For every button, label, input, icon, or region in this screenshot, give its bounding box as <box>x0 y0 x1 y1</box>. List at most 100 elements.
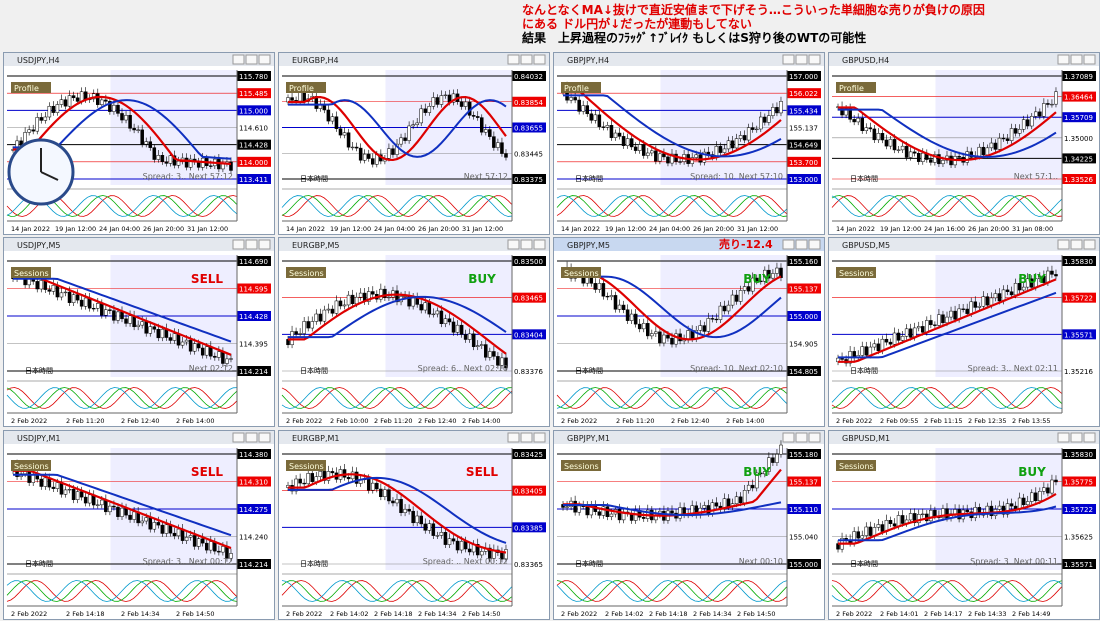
chart-window[interactable]: USDJPY,M5 114.690 114.595 114.428 114.395 114… <box>3 237 275 427</box>
candle <box>188 339 193 352</box>
candle <box>779 101 783 114</box>
chart-window[interactable]: GBPJPY,M1 155.180 155.137 155.110 155.040 155… <box>553 430 825 620</box>
time-label: 26 Jan 20:00 <box>968 225 1009 233</box>
window-button[interactable] <box>232 239 245 250</box>
candle <box>912 513 917 524</box>
candle <box>479 344 484 346</box>
window-button[interactable] <box>520 432 533 443</box>
candle <box>941 160 945 165</box>
window-button[interactable] <box>795 54 808 65</box>
window-button[interactable] <box>232 432 245 443</box>
window-button[interactable] <box>245 239 258 250</box>
window-button[interactable] <box>1083 54 1096 65</box>
window-button[interactable] <box>258 432 271 443</box>
candle <box>298 333 302 335</box>
candle <box>463 101 468 107</box>
window-button[interactable] <box>782 239 795 250</box>
chart-window[interactable]: USDJPY,M1 114.380 114.310 114.275 114.240 114… <box>3 430 275 620</box>
chart-window[interactable]: GBPJPY,H4 157.000 156.022 155.434 155.137 154… <box>553 52 825 235</box>
chart-window[interactable]: EURGBP,H4 0.84032 0.83854 0.83655 0.83445 0.8… <box>278 52 550 235</box>
window-button[interactable] <box>1070 54 1083 65</box>
tag-label: Profile <box>564 84 589 93</box>
window-button[interactable] <box>245 432 258 443</box>
time-label: 2 Feb 13:55 <box>1012 417 1051 425</box>
candle <box>467 548 472 553</box>
candle <box>864 346 869 356</box>
window-button[interactable] <box>1057 54 1070 65</box>
price-box <box>512 559 546 569</box>
candle <box>937 154 941 165</box>
candle <box>997 505 1002 510</box>
candle <box>318 471 323 477</box>
candle <box>229 161 233 171</box>
time-label: 2 Feb 14:33 <box>968 610 1007 618</box>
candle <box>961 308 965 310</box>
price-label: 155.137 <box>789 286 818 294</box>
candle <box>876 343 881 351</box>
candle <box>888 139 893 147</box>
window-button[interactable] <box>533 432 546 443</box>
candle <box>128 315 132 324</box>
window-button[interactable] <box>808 239 821 250</box>
chart-window[interactable]: EURGBP,M1 0.83425 0.83405 0.83385 0.83365 Ses… <box>278 430 550 620</box>
window-button[interactable] <box>507 432 520 443</box>
window-button[interactable] <box>507 239 520 250</box>
window-button[interactable] <box>1083 239 1096 250</box>
chart-window[interactable]: EURGBP,M5 0.83500 0.83465 0.83404 0.83376 Ses… <box>278 237 550 427</box>
candle <box>31 129 35 132</box>
spread-label: Spread: 3.. Next 57:12 <box>143 172 233 181</box>
window-button[interactable] <box>1083 432 1096 443</box>
candle <box>892 139 897 151</box>
window-button[interactable] <box>258 54 271 65</box>
title-bar <box>279 53 549 66</box>
window-button[interactable] <box>520 54 533 65</box>
price-box <box>237 476 271 487</box>
window-button[interactable] <box>782 432 795 443</box>
window-button[interactable] <box>533 239 546 250</box>
chart-window[interactable]: USDJPY,H4 115.780 115.485 115.000 114.610 114… <box>3 52 275 235</box>
window-button[interactable] <box>795 239 808 250</box>
window-button[interactable] <box>258 239 271 250</box>
chart-window[interactable]: GBPUSD,H4 1.37089 1.36464 1.35709 1.35000 1.3… <box>828 52 1100 235</box>
candle <box>625 309 630 321</box>
candle <box>188 535 193 538</box>
window-button[interactable] <box>520 239 533 250</box>
window-button[interactable] <box>1070 239 1083 250</box>
price-label: 114.214 <box>239 561 268 569</box>
candle <box>67 488 72 491</box>
chart-window[interactable]: GBPUSD,M5 1.35830 1.35722 1.35571 1.35216 Ses… <box>828 237 1100 427</box>
window-button[interactable] <box>232 54 245 65</box>
window-button[interactable] <box>507 54 520 65</box>
window-button[interactable] <box>795 432 808 443</box>
chart-window[interactable]: GBPUSD,M1 1.35830 1.35775 1.35722 1.35625 1.3… <box>828 430 1100 620</box>
window-button[interactable] <box>1057 239 1070 250</box>
price-box <box>237 449 271 459</box>
candle <box>593 283 598 290</box>
chart-window[interactable]: GBPJPY,M5 155.160 155.137 155.000 154.905 154… <box>553 237 825 427</box>
spread-label: Spread: 3. Next 00:11 <box>970 557 1058 566</box>
oscillator-line <box>831 580 1063 602</box>
window-button[interactable] <box>782 54 795 65</box>
candle <box>933 509 937 517</box>
candle <box>916 153 921 162</box>
window-button[interactable] <box>808 432 821 443</box>
time-label: 2 Feb 14:00 <box>176 417 215 425</box>
window-button[interactable] <box>245 54 258 65</box>
candle <box>646 152 650 156</box>
window-button[interactable] <box>533 54 546 65</box>
time-label: 26 Jan 20:00 <box>693 225 734 233</box>
time-label: 2 Feb 12:35 <box>968 417 1007 425</box>
window-button[interactable] <box>1070 432 1083 443</box>
candle <box>338 300 343 307</box>
window-button[interactable] <box>1057 432 1070 443</box>
price-label: 1.35216 <box>1064 368 1093 376</box>
oscillator-line <box>281 387 513 409</box>
candle <box>160 524 165 534</box>
oscillator-line <box>281 580 513 602</box>
candle <box>192 343 197 352</box>
price-box <box>787 122 821 133</box>
time-label: 19 Jan 12:00 <box>880 225 921 233</box>
window-button[interactable] <box>808 54 821 65</box>
time-label: 2 Feb 14:18 <box>649 610 688 618</box>
candle <box>637 144 642 151</box>
